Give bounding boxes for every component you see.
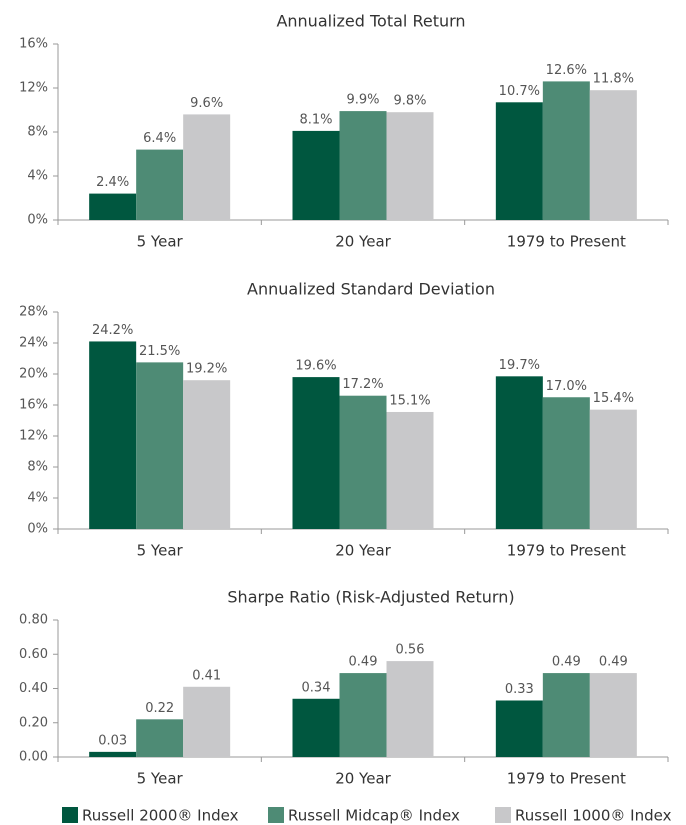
data-label: 15.1% (389, 393, 430, 408)
data-label: 0.56 (396, 643, 425, 658)
legend-label: Russell 2000® Index (82, 807, 239, 825)
bar (89, 193, 137, 220)
bar (495, 102, 543, 220)
bar (183, 686, 231, 757)
data-label: 2.4% (96, 175, 129, 190)
y-tick-label: 20% (19, 367, 48, 382)
bar (386, 112, 434, 220)
data-label: 0.33 (505, 682, 534, 697)
y-tick-label: 0.00 (19, 750, 48, 765)
bar (339, 673, 387, 757)
legend-swatch (62, 807, 78, 823)
bar (542, 673, 590, 757)
data-label: 9.8% (393, 94, 426, 109)
x-tick-label: 20 Year (335, 542, 391, 560)
data-label: 12.6% (546, 63, 587, 78)
data-label: 8.1% (299, 112, 332, 127)
data-label: 10.7% (499, 84, 540, 99)
x-tick-label: 1979 to Present (507, 770, 626, 788)
bar (495, 376, 543, 529)
bar (136, 149, 184, 220)
bar (542, 397, 590, 529)
bar (292, 698, 340, 757)
x-tick-label: 5 Year (137, 770, 184, 788)
y-tick-label: 4% (27, 491, 48, 506)
y-tick-label: 12% (19, 429, 48, 444)
y-tick-label: 0.60 (19, 647, 48, 662)
data-label: 17.0% (546, 379, 587, 394)
y-tick-label: 8% (27, 125, 48, 140)
y-tick-label: 0% (27, 522, 48, 537)
x-tick-label: 1979 to Present (507, 542, 626, 560)
data-label: 0.41 (192, 668, 221, 683)
x-tick-label: 5 Year (137, 233, 184, 251)
data-label: 19.2% (186, 362, 227, 377)
data-label: 0.03 (98, 733, 127, 748)
data-label: 24.2% (92, 323, 133, 338)
data-label: 19.7% (499, 358, 540, 373)
data-label: 19.6% (295, 359, 336, 374)
data-label: 9.6% (190, 96, 223, 111)
bar (386, 661, 434, 757)
data-label: 0.34 (302, 680, 331, 695)
y-tick-label: 16% (19, 37, 48, 52)
y-tick-label: 28% (19, 305, 48, 320)
bar (183, 114, 231, 220)
y-tick-label: 0.80 (19, 613, 48, 628)
bar (589, 90, 637, 220)
y-tick-label: 0.40 (19, 681, 48, 696)
y-tick-label: 8% (27, 460, 48, 475)
x-tick-label: 20 Year (335, 770, 391, 788)
chart-title: Sharpe Ratio (Risk-Adjusted Return) (227, 588, 514, 607)
data-label: 0.49 (599, 655, 628, 670)
y-tick-label: 12% (19, 81, 48, 96)
bar (136, 362, 184, 529)
x-tick-label: 20 Year (335, 233, 391, 251)
bar (339, 395, 387, 529)
bar (89, 341, 137, 529)
bar (589, 673, 637, 757)
y-tick-label: 0% (27, 213, 48, 228)
y-tick-label: 4% (27, 169, 48, 184)
bar (292, 377, 340, 529)
data-label: 21.5% (139, 344, 180, 359)
legend-swatch (495, 807, 511, 823)
data-label: 0.22 (145, 701, 174, 716)
x-tick-label: 5 Year (137, 542, 184, 560)
y-tick-label: 16% (19, 398, 48, 413)
data-label: 6.4% (143, 131, 176, 146)
bar (386, 411, 434, 529)
y-tick-label: 24% (19, 336, 48, 351)
data-label: 15.4% (593, 391, 634, 406)
legend-label: Russell 1000® Index (515, 807, 672, 825)
y-tick-label: 0.20 (19, 715, 48, 730)
x-tick-label: 1979 to Present (507, 233, 626, 251)
bar (589, 409, 637, 529)
bar (339, 111, 387, 220)
data-label: 17.2% (342, 377, 383, 392)
legend-label: Russell Midcap® Index (288, 807, 460, 825)
data-label: 11.8% (593, 72, 634, 87)
bar (89, 751, 137, 757)
data-label: 0.49 (552, 655, 581, 670)
data-label: 0.49 (349, 655, 378, 670)
bar (542, 81, 590, 221)
chart-title: Annualized Standard Deviation (247, 280, 495, 299)
bar (495, 700, 543, 757)
legend-swatch (268, 807, 284, 823)
bar (183, 380, 231, 529)
data-label: 9.9% (346, 93, 379, 108)
bar (292, 130, 340, 220)
chart-title: Annualized Total Return (276, 12, 465, 31)
bar (136, 719, 184, 757)
